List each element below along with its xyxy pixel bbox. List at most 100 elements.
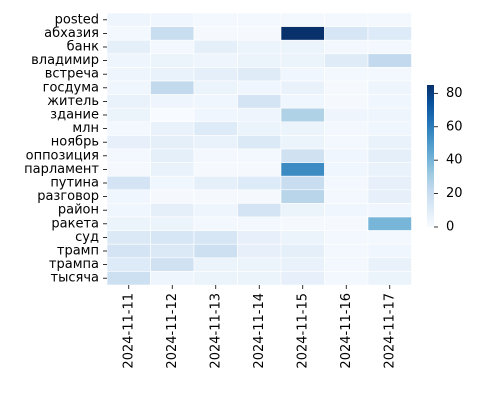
heatmap-cell xyxy=(367,216,412,231)
y-tick-label: житель xyxy=(47,94,99,109)
heatmap-cell xyxy=(150,243,195,259)
heatmap-cell xyxy=(367,80,412,95)
heatmap-cell xyxy=(324,243,369,259)
heatmap-cell xyxy=(367,162,412,177)
colorbar-tick-label: 80 xyxy=(446,86,463,101)
heatmap-cell xyxy=(237,39,282,55)
heatmap-cell xyxy=(280,121,325,136)
heatmap-cell xyxy=(280,12,325,27)
heatmap-cell xyxy=(106,135,151,150)
heatmap-cell xyxy=(193,26,238,41)
y-tick-label: парламент xyxy=(24,162,99,177)
heatmap-cell xyxy=(324,203,369,218)
heatmap-cell xyxy=(367,257,412,272)
heatmap-cell xyxy=(324,94,369,109)
heatmap-cell xyxy=(280,94,325,109)
x-axis-ticks: 2024-11-11 2024-11-12 2024-11-13 2024-11-14… xyxy=(121,285,397,369)
heatmap-cell xyxy=(106,39,151,55)
heatmap-cell xyxy=(367,271,412,286)
heatmap-cell xyxy=(150,135,195,150)
colorbar-tick-label: 0 xyxy=(446,220,454,235)
y-tick-label: ноябрь xyxy=(51,135,99,150)
heatmap-cell xyxy=(150,203,195,218)
heatmap-cell xyxy=(280,80,325,95)
heatmap-cell xyxy=(280,230,325,245)
x-tick-label: 2024-11-17 xyxy=(382,293,397,369)
heatmap-cell xyxy=(150,257,195,272)
y-tick-label: разговор xyxy=(37,189,99,204)
heatmap-cell xyxy=(237,148,282,163)
heatmap-cell xyxy=(106,230,151,245)
heatmap-cell xyxy=(280,257,325,272)
heatmap-cell xyxy=(237,94,282,109)
colorbar: 0 20 40 60 80 xyxy=(427,85,463,235)
heatmap-cell xyxy=(324,80,369,95)
heatmap-cell xyxy=(150,94,195,109)
heatmap-cell xyxy=(193,80,238,95)
heatmap-cell xyxy=(193,243,238,259)
heatmap-cell xyxy=(237,175,282,191)
x-tick-label: 2024-11-11 xyxy=(121,293,136,369)
heatmap-cell xyxy=(193,189,238,204)
heatmap-cell xyxy=(324,189,369,204)
heatmap-cell xyxy=(150,12,195,27)
heatmap-cell xyxy=(324,230,369,245)
heatmap-cell xyxy=(280,67,325,82)
heatmap-cell xyxy=(193,121,238,136)
heatmap-cell xyxy=(367,94,412,109)
heatmap-cell xyxy=(193,67,238,82)
heatmap-cell xyxy=(280,203,325,218)
heatmap-cell xyxy=(324,121,369,136)
y-tick-label: владимир xyxy=(31,53,99,68)
y-tick-label: тысяча xyxy=(51,271,99,286)
heatmap-cell xyxy=(150,271,195,286)
y-tick-label: оппозиция xyxy=(26,148,99,163)
heatmap-cell xyxy=(367,203,412,218)
heatmap-cell xyxy=(150,175,195,191)
heatmap-cell xyxy=(106,107,151,123)
heatmap-cell xyxy=(106,189,151,204)
y-tick-label: здание xyxy=(50,108,99,123)
heatmap-cell xyxy=(324,53,369,68)
heatmap-cell xyxy=(106,216,151,231)
heatmap-cell xyxy=(367,67,412,82)
heatmap-cell xyxy=(237,67,282,82)
heatmap-cell xyxy=(367,107,412,123)
colorbar-gradient xyxy=(427,85,434,227)
heatmap-cells xyxy=(106,12,412,286)
heatmap-cell xyxy=(280,135,325,150)
y-axis-ticks: postedабхазиябанквладимирвстречагосдумаж… xyxy=(24,12,107,286)
heatmap-cell xyxy=(106,26,151,41)
heatmap-cell xyxy=(367,243,412,259)
y-tick-label: суд xyxy=(75,230,99,245)
heatmap-cell xyxy=(324,135,369,150)
heatmap-cell xyxy=(237,135,282,150)
heatmap-cell xyxy=(237,243,282,259)
heatmap-cell xyxy=(367,230,412,245)
y-tick-label: район xyxy=(58,203,99,218)
y-tick-label: абхазия xyxy=(44,26,99,41)
heatmap-cell xyxy=(280,189,325,204)
heatmap-cell xyxy=(237,230,282,245)
x-tick-label: 2024-11-16 xyxy=(339,293,354,369)
heatmap-cell xyxy=(367,26,412,41)
y-tick-label: госдума xyxy=(43,80,99,95)
heatmap-cell xyxy=(367,148,412,163)
heatmap-cell xyxy=(324,12,369,27)
heatmap-cell xyxy=(237,203,282,218)
heatmap-cell xyxy=(150,189,195,204)
heatmap-cell xyxy=(106,94,151,109)
heatmap-cell xyxy=(193,175,238,191)
heatmap-cell xyxy=(280,107,325,123)
heatmap-cell xyxy=(150,67,195,82)
x-tick-label: 2024-11-15 xyxy=(295,293,310,369)
heatmap-cell xyxy=(106,203,151,218)
heatmap-cell xyxy=(106,162,151,177)
heatmap-cell xyxy=(237,107,282,123)
heatmap-cell xyxy=(106,12,151,27)
heatmap-cell xyxy=(106,53,151,68)
heatmap-cell xyxy=(237,271,282,286)
heatmap-cell xyxy=(193,39,238,55)
heatmap-cell xyxy=(106,121,151,136)
y-tick-label: ракета xyxy=(51,216,99,231)
